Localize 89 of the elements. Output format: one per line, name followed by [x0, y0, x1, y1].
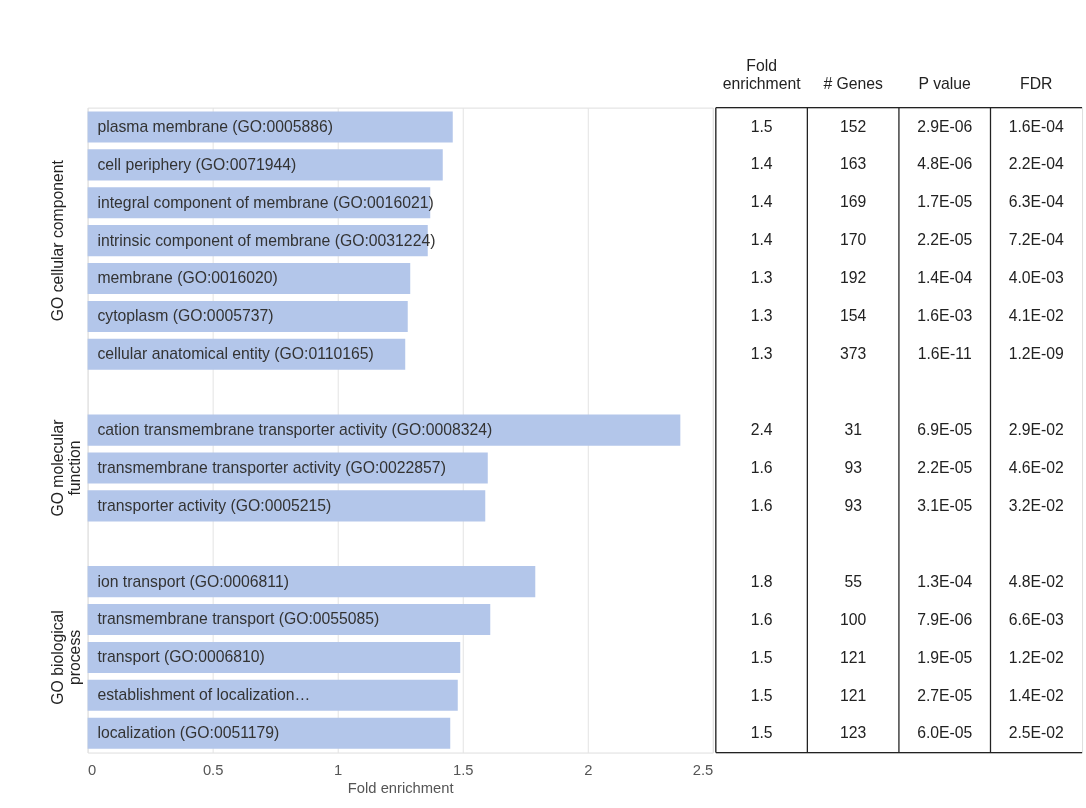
text: 169	[840, 193, 867, 211]
category-label: P value	[918, 74, 972, 92]
text: 1.3	[750, 269, 773, 287]
y-tick-label: plasma membrane (GO:0005886)	[97, 117, 333, 135]
text: 1.4	[750, 193, 773, 211]
text: 121	[840, 648, 867, 666]
text: 1.4E-04	[917, 269, 973, 287]
y-tick-label: localization (GO:0051179)	[97, 724, 280, 742]
y-tick-label: membrane (GO:0016020)	[97, 269, 278, 287]
text: 1.6	[750, 610, 773, 628]
text: GO biological process	[49, 610, 83, 705]
text: 1.2E-02	[1008, 648, 1064, 666]
text: 1.6E-04	[1008, 117, 1064, 135]
text: 6.9E-05	[917, 421, 973, 439]
x-tick-label: 0	[88, 761, 97, 778]
text: 1.7E-05	[917, 193, 973, 211]
text: 2.7E-05	[917, 686, 973, 704]
text: GO molecular function	[49, 419, 83, 517]
text: GO cellular component	[49, 159, 67, 322]
text: 1.6E-03	[917, 307, 973, 325]
text: 1.6E-11	[917, 345, 972, 363]
text: 55	[844, 572, 862, 590]
text: 3.2E-02	[1008, 496, 1064, 514]
text: 1.3E-04	[917, 572, 973, 590]
text: 2.9E-02	[1008, 421, 1064, 439]
text: 2.2E-05	[917, 231, 973, 249]
x-tick-label: 2	[584, 761, 593, 778]
text: 2.4	[750, 421, 773, 439]
category-label: # Genes	[823, 74, 884, 92]
text: 4.6E-02	[1008, 458, 1064, 476]
x-tick-label: 2.5	[692, 761, 714, 778]
text: 1.6	[750, 496, 773, 514]
text: 1.2E-09	[1008, 345, 1064, 363]
text: 152	[840, 117, 867, 135]
category-label: FDR	[1020, 74, 1053, 92]
text: 163	[840, 155, 867, 173]
y-tick-label: integral component of membrane (GO:0016021)	[97, 193, 434, 211]
text: 6.6E-03	[1008, 610, 1064, 628]
text: 2.2E-05	[917, 458, 973, 476]
x-tick-label: 1.5	[452, 761, 474, 778]
text: 6.0E-05	[917, 724, 973, 742]
text: 123	[840, 724, 867, 742]
text: 1.5	[750, 724, 773, 742]
y-tick-label: transmembrane transport (GO:0055085)	[97, 610, 380, 628]
text: 4.8E-06	[917, 155, 973, 173]
y-tick-label: establishment of localization…	[97, 686, 311, 704]
text: 373	[840, 345, 867, 363]
text: 170	[840, 231, 867, 249]
text: 1.3	[750, 307, 773, 325]
text: 154	[840, 307, 867, 325]
x-axis-title: Fold enrichment	[347, 780, 454, 797]
text: 2.5E-02	[1008, 724, 1064, 742]
y-tick-label: ion transport (GO:0006811)	[97, 572, 289, 590]
text: 1.4	[750, 155, 773, 173]
text: 1.4	[750, 231, 773, 249]
y-tick-label: cellular anatomical entity (GO:0110165)	[97, 345, 374, 363]
text: 4.1E-02	[1008, 307, 1064, 325]
x-tick-label: 0.5	[202, 761, 224, 778]
y-tick-label: intrinsic component of membrane (GO:0031224)	[97, 231, 436, 249]
y-tick-label: cation transmembrane transporter activity (GO:0008324)	[97, 421, 493, 439]
text: 3.1E-05	[917, 496, 973, 514]
text: 31	[844, 421, 862, 439]
text: 192	[840, 269, 867, 287]
text: 1.9E-05	[917, 648, 973, 666]
text: 2.9E-06	[917, 117, 973, 135]
text: 1.5	[750, 117, 773, 135]
y-tick-label: transport (GO:0006810)	[97, 648, 265, 666]
text: 1.8	[750, 572, 773, 590]
text: 4.8E-02	[1008, 572, 1064, 590]
y-tick-label: cell periphery (GO:0071944)	[97, 155, 297, 173]
text: 7.9E-06	[917, 610, 973, 628]
text: 1.5	[750, 648, 773, 666]
y-tick-label: cytoplasm (GO:0005737)	[97, 307, 274, 325]
text: 93	[844, 458, 862, 476]
text: 121	[840, 686, 867, 704]
y-tick-label: transporter activity (GO:0005215)	[97, 496, 332, 514]
x-tick-label: 1	[334, 761, 343, 778]
text: 100	[840, 610, 867, 628]
text: 7.2E-04	[1008, 231, 1064, 249]
text: 4.0E-03	[1008, 269, 1064, 287]
y-tick-label: transmembrane transporter activity (GO:0022857)	[97, 458, 446, 476]
text: 6.3E-04	[1008, 193, 1064, 211]
text: 1.4E-02	[1008, 686, 1064, 704]
text: 2.2E-04	[1008, 155, 1064, 173]
text: 93	[844, 496, 862, 514]
text: 1.5	[750, 686, 773, 704]
text: 1.3	[750, 345, 773, 363]
text: 1.6	[750, 458, 773, 476]
category-label: Fold enrichment	[722, 57, 802, 92]
